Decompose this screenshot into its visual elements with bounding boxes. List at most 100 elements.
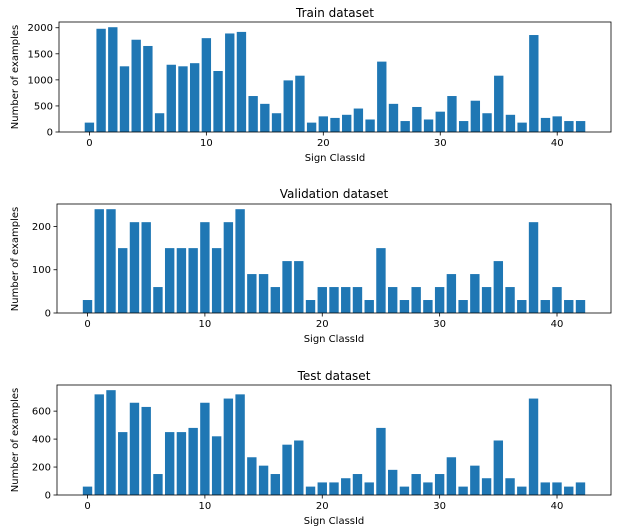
y-tick-label: 200 [32,463,51,474]
bar-class-6 [153,287,163,313]
bar-class-21 [329,482,339,495]
x-tick-label: 40 [551,501,564,512]
bar-class-1 [94,394,104,495]
bar-class-8 [178,66,188,132]
bar-class-37 [517,300,527,313]
y-axis-label: Number of examples [10,207,21,311]
bar-class-0 [82,300,93,313]
bar-class-10 [200,222,210,313]
bar-class-36 [505,114,516,132]
bar-class-28 [411,287,421,313]
y-tick-label: 100 [32,265,51,276]
chart-panel-test: Test dataset Number of examples Sign Cla… [10,369,612,527]
x-tick-label: 0 [84,319,90,330]
bar-class-42 [575,121,586,132]
y-tick-label: 2000 [28,23,53,34]
plot-frame [56,384,612,496]
bar-class-14 [248,96,258,132]
bar-class-24 [364,300,374,313]
bar-class-18 [294,261,304,313]
bar-class-5 [141,222,151,313]
bar-class-25 [376,248,386,313]
bar-class-16 [270,287,281,313]
bar-class-28 [411,474,421,495]
bar-class-4 [129,402,140,495]
chart-panel-validation: Validation dataset Number of examples Si… [10,187,612,345]
bar-class-19 [306,122,317,132]
bar-class-36 [505,287,515,313]
bar-class-17 [283,80,293,132]
bar-class-18 [295,75,305,132]
bar-class-13 [235,209,245,313]
bar-class-29 [423,482,433,495]
bar-class-27 [400,121,410,132]
bar-class-7 [164,248,175,313]
bar-class-0 [84,122,95,132]
bar-class-41 [564,300,574,313]
bar-class-35 [494,75,504,132]
bar-class-5 [141,406,151,495]
bar-class-38 [529,35,539,132]
bar-class-12 [225,33,235,132]
bar-class-11 [213,71,223,132]
bar-class-14 [247,457,257,495]
bar-class-31 [446,457,457,495]
bar-class-2 [108,27,118,132]
bar-class-6 [154,113,165,132]
bar-class-30 [434,474,445,495]
bar-class-32 [458,486,468,495]
y-tick-label: 600 [32,407,51,418]
bar-class-15 [258,465,269,495]
bar-class-39 [540,482,550,495]
bar-class-3 [118,248,128,313]
bar-class-4 [129,222,140,313]
bar-class-19 [305,486,316,495]
x-tick-label: 40 [551,138,564,149]
bar-class-12 [223,398,234,495]
bar-class-15 [258,274,269,313]
chart-title: Validation dataset [280,187,389,201]
bar-class-42 [575,482,586,495]
y-tick-label: 500 [34,101,53,112]
bar-class-4 [131,39,141,133]
x-tick-label: 40 [551,319,564,330]
bar-class-35 [493,440,504,495]
bar-class-21 [329,287,339,313]
bar-class-37 [517,122,527,132]
bar-class-21 [330,117,340,132]
bar-class-38 [528,222,539,313]
bar-class-18 [294,440,304,495]
bar-class-17 [282,444,292,495]
y-tick-label: 0 [47,128,53,139]
bar-class-1 [94,209,104,313]
bar-class-7 [164,432,175,495]
bar-class-24 [364,482,374,495]
x-axis-label: Sign ClassId [304,334,365,345]
bar-class-31 [446,274,457,313]
x-tick-label: 30 [434,138,447,149]
bar-class-25 [377,61,387,133]
y-tick-label: 200 [32,222,51,233]
bar-class-34 [481,478,492,495]
chart-panel-train: Train dataset Number of examples Sign Cl… [10,6,612,164]
bar-class-26 [387,469,398,495]
x-tick-label: 30 [433,319,446,330]
bar-class-26 [388,103,399,132]
bar-class-33 [470,100,481,132]
bar-class-20 [318,116,328,132]
bar-class-28 [412,106,422,132]
bar-class-1 [96,28,106,133]
bar-class-0 [82,486,93,495]
x-tick-label: 30 [433,501,446,512]
plot-frame [56,203,612,314]
bar-class-40 [552,116,562,132]
chart-title: Train dataset [295,6,374,20]
bar-class-13 [236,31,247,132]
x-tick-label: 20 [317,138,330,149]
bar-class-23 [353,108,364,132]
bar-class-15 [260,103,270,132]
bar-class-11 [211,436,222,495]
bar-class-16 [271,113,282,132]
y-tick-label: 400 [32,435,51,446]
